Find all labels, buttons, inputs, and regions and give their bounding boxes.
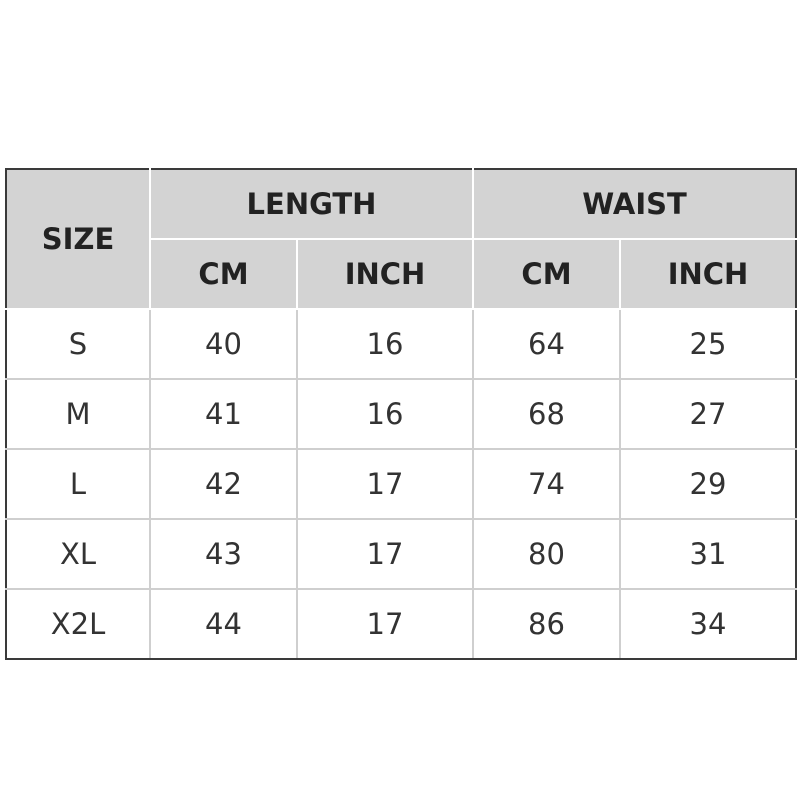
cell-waist-inch: 31 [619,518,797,590]
cell-length-cm: 40 [149,308,298,380]
cell-waist-cm: 80 [472,518,621,590]
cell-waist-cm: 68 [472,378,621,450]
cell-size: X2L [5,588,151,660]
cell-length-inch: 16 [296,308,474,380]
header-size: SIZE [5,168,151,310]
cell-waist-inch: 29 [619,448,797,520]
cell-length-inch: 17 [296,518,474,590]
cell-waist-inch: 27 [619,378,797,450]
size-chart-table: SIZE LENGTH WAIST CM INCH CM INCH S 40 16 6… [5,168,797,660]
cell-waist-inch: 25 [619,308,797,380]
cell-length-cm: 43 [149,518,298,590]
cell-size: S [5,308,151,380]
cell-waist-inch: 34 [619,588,797,660]
cell-size: M [5,378,151,450]
header-length-inch: INCH [296,238,474,310]
table-row: L 42 17 74 29 [5,448,797,520]
header-length: LENGTH [149,168,474,240]
header-length-cm: CM [149,238,298,310]
cell-size: XL [5,518,151,590]
header-waist: WAIST [472,168,797,240]
header-waist-inch: INCH [619,238,797,310]
cell-waist-cm: 74 [472,448,621,520]
cell-length-inch: 17 [296,448,474,520]
cell-length-cm: 41 [149,378,298,450]
cell-waist-cm: 86 [472,588,621,660]
table-row: XL 43 17 80 31 [5,518,797,590]
cell-length-inch: 17 [296,588,474,660]
cell-size: L [5,448,151,520]
header-waist-cm: CM [472,238,621,310]
table-row: X2L 44 17 86 34 [5,588,797,660]
cell-length-inch: 16 [296,378,474,450]
cell-length-cm: 42 [149,448,298,520]
cell-length-cm: 44 [149,588,298,660]
table-row: S 40 16 64 25 [5,308,797,380]
header-row-groups: SIZE LENGTH WAIST [5,168,797,310]
header-row-units: CM INCH CM INCH [6,238,797,310]
cell-waist-cm: 64 [472,308,621,380]
table-row: M 41 16 68 27 [5,378,797,450]
